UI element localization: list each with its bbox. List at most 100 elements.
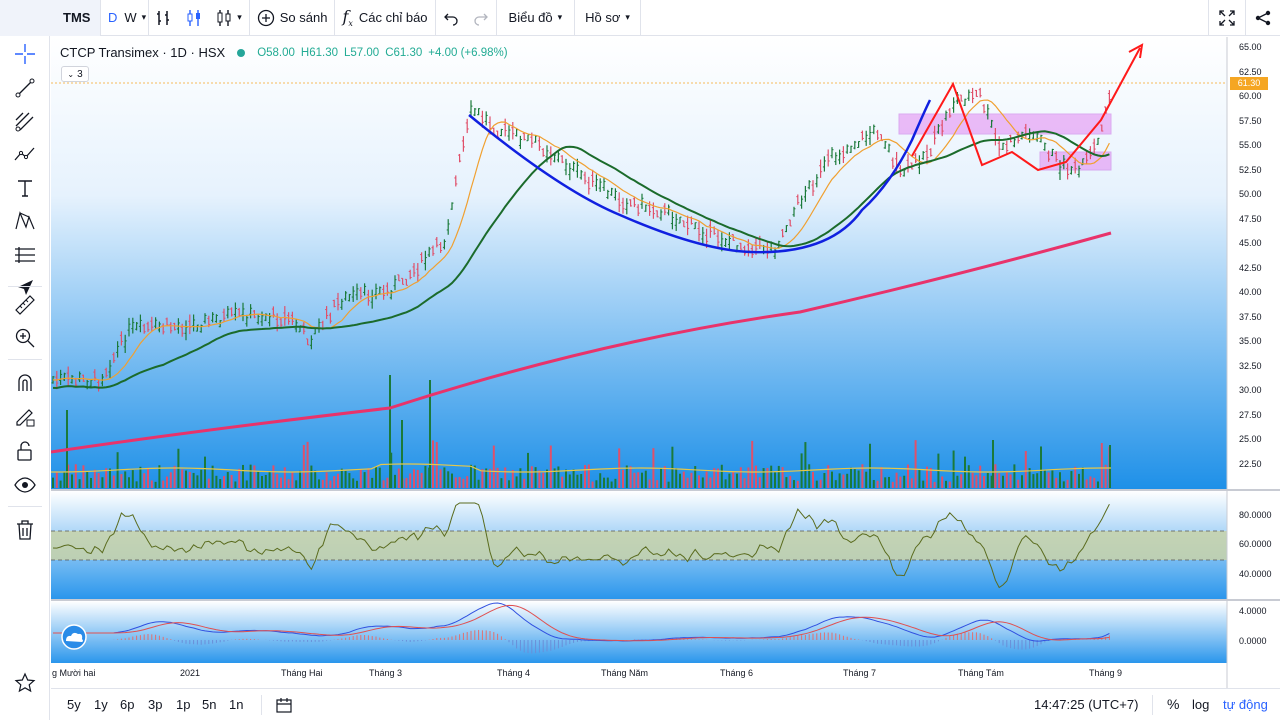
volume-bar	[895, 472, 898, 488]
indicators-button[interactable]: fx Các chỉ báo	[335, 0, 434, 36]
chart-area[interactable]	[51, 37, 1280, 688]
range-button-1p[interactable]: 1p	[176, 697, 191, 712]
range-button-3p[interactable]: 3p	[148, 697, 163, 712]
volume-spike	[429, 380, 431, 488]
trend-line-tool[interactable]	[9, 73, 41, 103]
volume-bar	[705, 471, 708, 488]
bar-chart-icon	[157, 10, 170, 25]
range-button-6p[interactable]: 6p	[120, 697, 135, 712]
interval-d-button[interactable]: D	[101, 0, 120, 36]
hollow-candle-icon	[217, 9, 231, 26]
volume-bar	[880, 467, 883, 488]
compare-button[interactable]: So sánh	[250, 0, 335, 36]
indicators-toggle[interactable]: ⌄ 3	[61, 66, 89, 82]
volume-bar	[884, 477, 887, 488]
ruler-tool[interactable]	[9, 290, 41, 320]
arrow-tool[interactable]	[9, 273, 41, 303]
divider	[148, 0, 150, 36]
candles-style-button[interactable]	[179, 0, 209, 36]
price-tick: 52.50	[1239, 164, 1262, 175]
volume-bar	[998, 473, 1001, 488]
volume-bar	[724, 479, 727, 488]
volume-bar	[86, 471, 89, 488]
lock-drawings-tool[interactable]	[9, 436, 41, 466]
volume-bar	[964, 456, 966, 488]
bars-style-button[interactable]	[149, 0, 179, 36]
volume-bar	[576, 474, 579, 488]
indicator-count: 3	[77, 68, 83, 80]
timezone-clock[interactable]: 14:47:25 (UTC+7)	[1034, 697, 1139, 712]
volume-bar	[1062, 481, 1065, 488]
volume-bar	[903, 475, 906, 488]
symbol-search[interactable]: TMS	[0, 0, 100, 36]
log-scale-button[interactable]: log	[1192, 697, 1210, 712]
volume-bar	[796, 480, 799, 488]
undo-button[interactable]	[436, 0, 466, 36]
remove-drawings-tool[interactable]	[9, 515, 41, 545]
fib-tool[interactable]	[9, 107, 41, 137]
hide-drawings-tool[interactable]	[9, 470, 41, 500]
divider	[8, 359, 42, 360]
favorites-tool[interactable]	[9, 668, 41, 698]
range-button-5y[interactable]: 5y	[67, 697, 81, 712]
volume-bar	[162, 480, 165, 488]
volume-bar	[397, 468, 400, 488]
volume-bar	[793, 480, 795, 488]
text-tool[interactable]	[9, 173, 41, 203]
charts-menu-button[interactable]: Biểu đồ ▾	[497, 0, 575, 36]
time-tick: Tháng Hai	[281, 668, 323, 678]
volume-bar	[337, 473, 339, 488]
price-tick: 45.00	[1239, 238, 1262, 248]
volume-bar	[489, 468, 491, 488]
share-button[interactable]	[1246, 0, 1280, 36]
hollow-candles-button[interactable]: ▾	[209, 0, 249, 36]
price-tick: 60.00	[1239, 91, 1262, 101]
volume-bar	[496, 467, 499, 488]
redo-button[interactable]	[466, 0, 496, 36]
profile-menu-button[interactable]: Hồ sơ ▾	[575, 0, 640, 36]
range-button-1y[interactable]: 1y	[94, 697, 108, 712]
volume-bar	[1017, 479, 1020, 488]
rsi-tick: 80.0000	[1239, 510, 1272, 520]
volume-bar	[698, 475, 700, 488]
volume-bar	[1024, 451, 1027, 488]
volume-bar	[1104, 464, 1107, 488]
auto-scale-button[interactable]: tự động	[1223, 697, 1268, 712]
volume-bar	[861, 464, 864, 488]
magnet-tool[interactable]	[9, 368, 41, 398]
zoom-tool[interactable]	[9, 323, 41, 353]
legend-close: C61.30	[385, 46, 423, 59]
volume-bar	[1066, 479, 1069, 488]
volume-bar	[485, 468, 488, 488]
xabcd-tool[interactable]	[9, 206, 41, 236]
volume-bar	[1078, 473, 1080, 488]
percent-scale-button[interactable]: %	[1167, 696, 1180, 712]
volume-bar	[508, 480, 510, 488]
share-icon	[1255, 10, 1271, 25]
macd-tick: 0.0000	[1239, 636, 1267, 646]
stay-drawing-tool[interactable]	[9, 402, 41, 432]
volume-bar	[914, 440, 917, 488]
volume-bar	[150, 480, 153, 488]
chart-canvas[interactable]	[51, 37, 1280, 688]
interval-w-button[interactable]: W ▾	[120, 0, 148, 36]
volume-bar	[234, 481, 237, 488]
volume-bar	[979, 465, 982, 488]
goto-date-button[interactable]	[275, 696, 293, 717]
range-button-5n[interactable]: 5n	[202, 697, 217, 712]
range-button-1n[interactable]: 1n	[229, 697, 244, 712]
measure-lines-tool[interactable]	[9, 240, 41, 270]
volume-bar	[781, 467, 784, 488]
legend-title[interactable]: CTCP Transimex · 1D · HSX	[60, 45, 226, 60]
volume-bar	[762, 468, 765, 488]
undo-icon	[443, 13, 458, 26]
volume-bar	[451, 473, 453, 488]
fullscreen-button[interactable]	[1209, 0, 1245, 36]
volume-bar	[834, 480, 837, 488]
volume-bar	[614, 478, 617, 488]
fullscreen-icon	[1219, 9, 1235, 26]
pattern-tool[interactable]	[9, 140, 41, 170]
crosshair-tool[interactable]	[9, 39, 41, 69]
last-price-label: 61.30	[1230, 77, 1268, 90]
volume-bar	[52, 477, 54, 488]
